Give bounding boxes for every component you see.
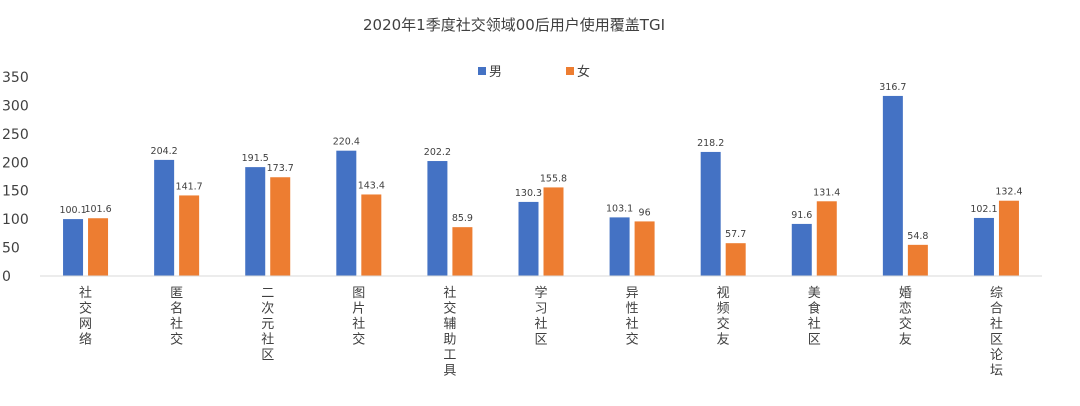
- bar: [427, 161, 448, 276]
- data-label: 316.7: [879, 82, 906, 93]
- data-label: 131.4: [813, 187, 840, 198]
- legend-label: 女: [577, 64, 590, 80]
- category-labels: 社交网络 匿名社交 二次元社区 图片社交 社交辅助工具 学习社区 异性社交 视频交友 美食社区 婚…: [79, 285, 1003, 379]
- legend-swatch: [566, 67, 574, 75]
- data-label: 218.2: [697, 138, 724, 149]
- y-tick-label: 0: [2, 269, 11, 285]
- data-label: 102.1: [970, 204, 997, 215]
- bar: [907, 244, 928, 276]
- data-label: 130.3: [515, 188, 542, 199]
- data-label: 91.6: [791, 210, 812, 221]
- data-label: 96: [639, 207, 651, 218]
- bar: [88, 218, 109, 276]
- legend: 男女: [478, 64, 590, 80]
- y-axis: 0 50 100 150 200 250 300 350: [2, 70, 29, 285]
- y-tick-label: 300: [2, 98, 29, 114]
- category-label: 婚恋交友: [899, 286, 912, 348]
- data-label: 100.1: [59, 205, 86, 216]
- category-label: 二次元社区: [261, 286, 274, 363]
- data-label: 173.7: [267, 163, 294, 174]
- bar: [973, 217, 994, 276]
- y-tick-label: 350: [2, 70, 29, 86]
- category-label: 图片社交: [352, 286, 365, 348]
- bar: [700, 151, 721, 276]
- y-tick-label: 50: [2, 241, 20, 257]
- bar: [245, 167, 266, 276]
- bar: [609, 217, 630, 276]
- data-label: 143.4: [358, 180, 385, 191]
- bar: [882, 95, 903, 276]
- legend-label: 男: [489, 65, 502, 80]
- bar: [179, 195, 200, 276]
- bar: [336, 150, 357, 276]
- bar: [154, 159, 175, 276]
- data-label: 103.1: [606, 203, 633, 214]
- category-label: 社交辅助工具: [443, 285, 456, 379]
- data-label: 202.2: [424, 147, 451, 158]
- bar: [452, 227, 473, 276]
- category-label: 视频交友: [717, 286, 730, 348]
- category-label: 综合社区论坛: [990, 286, 1003, 379]
- category-label: 异性社交: [626, 286, 639, 348]
- bar: [634, 221, 655, 276]
- y-tick-label: 250: [2, 127, 29, 143]
- y-tick-label: 100: [2, 212, 29, 228]
- data-label: 54.8: [907, 231, 928, 242]
- category-label: 匿名社交: [170, 286, 183, 348]
- chart-title: 2020年1季度社交领域00后用户使用覆盖TGI: [363, 16, 665, 34]
- data-label: 85.9: [452, 213, 473, 224]
- data-label: 191.5: [242, 153, 269, 164]
- data-label: 204.2: [151, 146, 178, 157]
- y-tick-label: 200: [2, 155, 29, 171]
- data-label: 101.6: [84, 204, 111, 215]
- bars: [63, 95, 1019, 276]
- y-tick-label: 150: [2, 184, 29, 200]
- bar: [543, 187, 564, 276]
- bar: [518, 201, 539, 276]
- bar: [998, 200, 1019, 276]
- bar: [725, 243, 746, 276]
- data-label: 155.8: [540, 173, 567, 184]
- bar: [816, 201, 837, 276]
- category-label: 美食社区: [808, 286, 821, 348]
- category-label: 社交网络: [79, 285, 92, 348]
- legend-swatch: [478, 67, 486, 75]
- data-label: 141.7: [176, 181, 203, 192]
- data-label: 57.7: [725, 229, 746, 240]
- bar: [361, 194, 382, 276]
- data-label: 220.4: [333, 137, 360, 148]
- bar: [270, 177, 291, 276]
- data-label: 132.4: [995, 187, 1022, 198]
- bar: [791, 223, 812, 276]
- category-label: 学习社区: [534, 285, 547, 348]
- bar: [63, 219, 84, 276]
